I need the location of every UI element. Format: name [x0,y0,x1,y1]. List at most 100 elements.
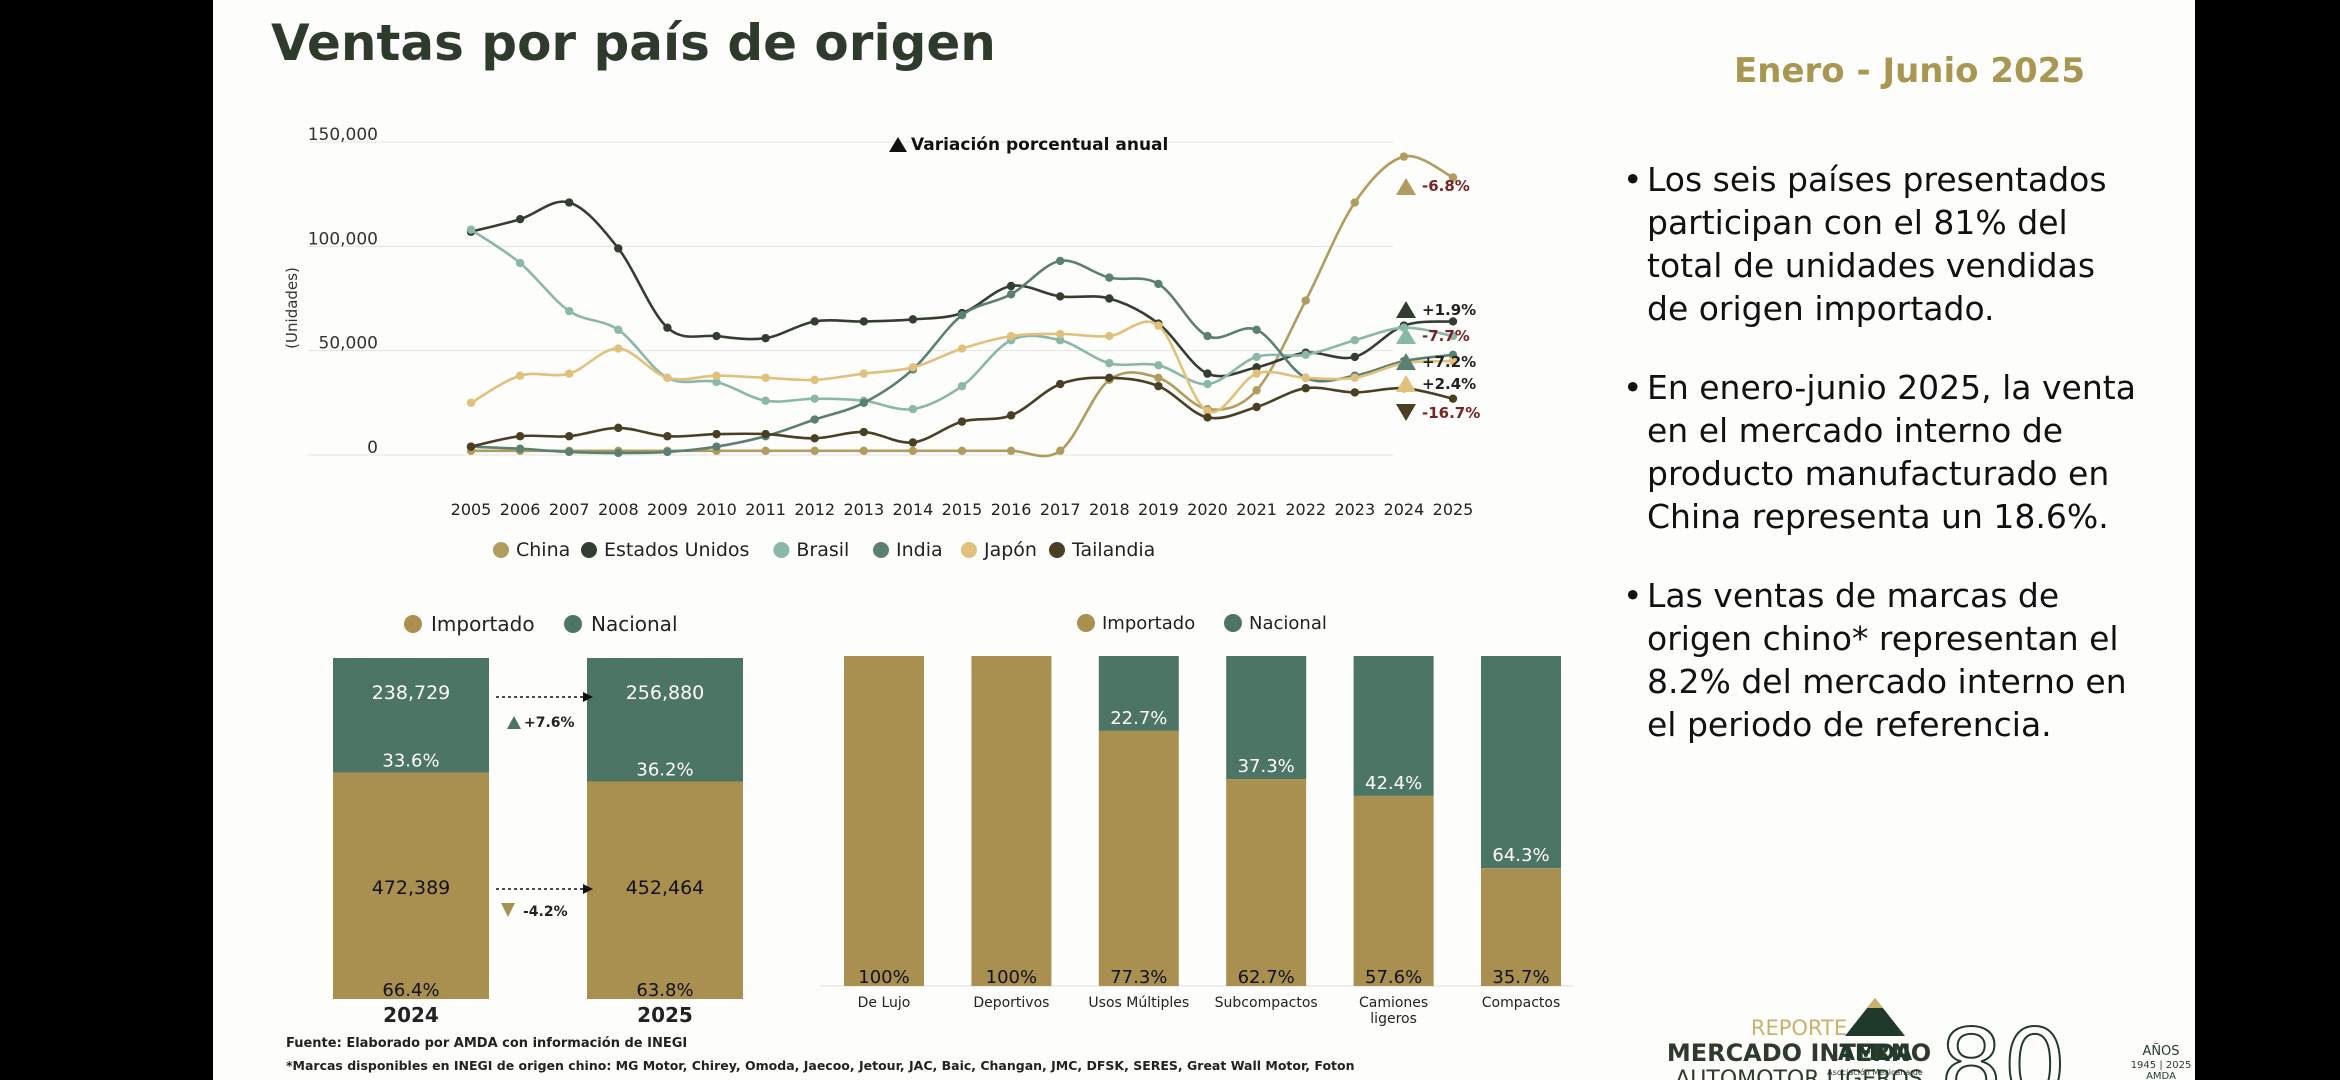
x-tick-label: 2019 [1138,500,1179,519]
data-point [957,417,967,426]
bar-pct-label: 36.2% [636,759,693,780]
page-title: Ventas por país de origen [271,14,996,72]
data-point [1252,386,1261,395]
data-point [908,446,918,456]
legend-label: Japón [983,539,1037,561]
data-point [515,432,525,441]
legend-label: Nacional [1249,613,1327,634]
data-point [1448,173,1458,182]
legend-swatch [1049,542,1065,558]
data-point [1105,373,1114,382]
amda-logo-subtext: Asociación Mexicana de [1827,1067,1923,1077]
bar-pct-label: 35.7% [1492,967,1549,988]
data-point [565,306,574,316]
summary-bullets: Los seis países presentados participan c… [1623,158,2143,782]
data-point [859,317,868,326]
x-tick-label: 2024 [1384,500,1425,519]
x-tick-label: ligeros [1370,1011,1417,1027]
x-tick-label: 2009 [647,500,688,519]
data-point [1350,352,1360,362]
data-point [663,447,672,457]
data-point [515,258,525,268]
triangle-up-icon [1396,375,1416,392]
change-label: +1.9% [1422,301,1476,319]
data-point [1448,394,1458,403]
x-tick-label: 2006 [500,500,541,519]
amda-logo-text: AMDA [1838,1041,1912,1066]
footer-source: Fuente: Elaborado por AMDA con informaci… [286,1036,687,1051]
line-chart: 0 50,000 100,000 150,000 (Unidades) Variaci… [283,125,1480,561]
period-label: Enero - Junio 2025 [1734,51,2085,91]
data-point [1056,292,1065,301]
triangle-up-icon [1396,301,1416,318]
x-tick-label: 2011 [745,500,786,519]
data-point [614,448,623,458]
legend-swatch [873,542,889,558]
bar-importado [1098,730,1179,986]
data-point [761,333,770,343]
segment-chart-legend: Importado Nacional [1077,613,1327,634]
data-point [1006,331,1016,341]
data-point [859,446,868,456]
data-point [1006,446,1016,456]
bar-value-label: 238,729 [372,682,451,704]
y-tick-label: 100,000 [308,229,378,249]
data-point [1006,411,1016,420]
anniversary-org: AMDA [2146,1071,2176,1080]
data-point [466,398,476,408]
bar-nacional [333,658,489,773]
slide: Ventas por país de origen Enero - Junio … [213,0,2195,1080]
data-point [1006,290,1016,299]
data-point [1252,352,1261,362]
x-tick-label: 2022 [1285,500,1326,519]
bar-pct-label: 62.7% [1238,967,1295,988]
data-point [1203,406,1212,416]
data-point [908,404,918,414]
bar-importado [971,656,1052,986]
x-tick-label: 2010 [696,500,737,519]
data-point [761,396,770,405]
report-label: REPORTE [1751,1016,1847,1040]
data-point [1154,373,1163,382]
anniversary-years: 1945 | 2025 [2131,1060,2192,1071]
legend-label: China [516,539,570,561]
line-chart-gridlines [308,141,1393,456]
data-point [908,315,918,324]
data-point [1252,369,1261,378]
data-point [1154,381,1163,391]
left-black-margin [0,0,213,1080]
legend-swatch [404,615,422,633]
data-point [712,371,721,380]
annotation-label: +7.6% [524,715,575,731]
bar-importado [1481,868,1561,986]
legend-label: Brasil [796,539,849,561]
legend-swatch [773,542,790,558]
data-point [712,429,721,439]
segment-chart-bars: 100% De Lujo 100% Deportivos 77.3% 22.7% Usos … [820,656,1573,1027]
anniversary-number: 80 [1939,1007,2066,1080]
data-point [859,427,868,437]
mountain-icon [1845,998,1905,1036]
x-tick-label: Subcompactos [1215,995,1318,1011]
y-tick-label: 50,000 [319,334,378,354]
data-point [810,434,819,443]
data-point [1154,279,1163,289]
data-point [1448,350,1458,360]
data-point [1056,379,1065,389]
data-point [1301,384,1310,393]
bar-value-label: 472,389 [372,877,451,899]
right-black-margin [2195,0,2340,1080]
anniversary-word: AÑOS [2142,1043,2179,1059]
x-tick-label: 2013 [843,500,884,519]
data-point [1301,373,1310,382]
data-point [908,438,918,447]
line-chart-y-ticks: 0 50,000 100,000 150,000 [308,125,378,458]
data-point [859,369,868,378]
triangle-up-icon [507,716,521,729]
legend-swatch [564,615,582,633]
x-tick-label: Camiones [1359,995,1428,1011]
annotation-label: -4.2% [523,904,568,920]
data-point [1056,446,1065,456]
bar-value-label: 452,464 [626,877,705,899]
data-point [515,444,525,453]
